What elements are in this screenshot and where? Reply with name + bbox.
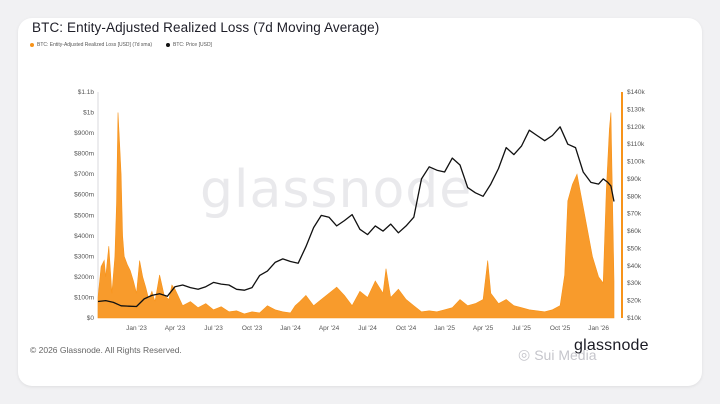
right-tick-label: $30k	[627, 280, 642, 287]
right-tick-label: $20k	[627, 298, 642, 305]
left-tick-label: $1.1b	[78, 89, 95, 96]
legend-dot-price	[166, 43, 171, 47]
price-line-series[interactable]	[97, 126, 615, 308]
left-tick-label: $0	[87, 315, 95, 322]
left-tick-label: $200m	[74, 274, 94, 281]
right-tick-label: $100k	[627, 159, 645, 166]
left-tick-label: $700m	[74, 171, 94, 178]
brand-logo: glassnode	[574, 337, 649, 354]
loss-area-series[interactable]	[97, 112, 615, 319]
x-tick-label: Oct '25	[550, 325, 571, 332]
left-tick-label: $900m	[74, 130, 94, 137]
x-tick-label: Jan '23	[126, 325, 147, 332]
left-tick-label: $600m	[74, 192, 94, 199]
right-tick-label: $40k	[627, 263, 642, 270]
x-tick-label: Jan '25	[434, 325, 455, 332]
overlay-watermark-text: Sui Media	[534, 346, 597, 363]
right-tick-label: $120k	[627, 124, 645, 131]
left-tick-label: $500m	[74, 212, 94, 219]
x-tick-label: Jul '24	[358, 325, 377, 332]
x-tick-label: Jul '25	[512, 325, 531, 332]
left-tick-label: $800m	[74, 151, 94, 158]
x-tick-label: Apr '24	[319, 325, 340, 332]
right-tick-label: $60k	[627, 228, 642, 235]
right-tick-label: $90k	[627, 176, 642, 183]
x-tick-label: Oct '24	[396, 325, 417, 332]
right-tick-label: $110k	[627, 141, 645, 148]
x-tick-label: Jan '24	[280, 325, 301, 332]
copyright-footer: © 2026 Glassnode. All Rights Reserved.	[30, 345, 182, 355]
right-tick-label: $140k	[627, 89, 645, 96]
overlay-watermark: ◎ Sui Media	[518, 346, 596, 363]
weibo-icon: ◎	[518, 346, 531, 362]
legend-dot-loss	[30, 43, 34, 47]
background-watermark: glassnode	[200, 160, 473, 220]
right-tick-label: $70k	[627, 211, 642, 218]
x-tick-label: Jan '26	[588, 325, 609, 332]
x-tick-label: Apr '23	[165, 325, 186, 332]
left-tick-label: $300m	[74, 253, 94, 260]
right-tick-label: $80k	[627, 193, 642, 200]
left-tick-label: $400m	[74, 233, 94, 240]
right-tick-label: $130k	[627, 106, 645, 113]
x-tick-label: Apr '25	[473, 325, 494, 332]
legend-label-price: BTC: Price [USD]	[173, 42, 212, 48]
right-tick-label: $10k	[627, 315, 642, 322]
legend-item-price[interactable]: BTC: Price [USD]	[166, 42, 212, 48]
chart-card	[18, 18, 702, 386]
legend-item-loss[interactable]: BTC: Entity-Adjusted Realized Loss [USD]…	[30, 42, 152, 48]
left-tick-label: $100m	[74, 294, 94, 301]
chart-title: BTC: Entity-Adjusted Realized Loss (7d M…	[32, 20, 380, 35]
right-tick-label: $50k	[627, 245, 642, 252]
chart-legend: BTC: Entity-Adjusted Realized Loss [USD]…	[30, 42, 212, 48]
x-tick-label: Jul '23	[204, 325, 223, 332]
x-tick-label: Oct '23	[242, 325, 263, 332]
left-tick-label: $1b	[83, 110, 94, 117]
legend-label-loss: BTC: Entity-Adjusted Realized Loss [USD]…	[37, 42, 153, 48]
